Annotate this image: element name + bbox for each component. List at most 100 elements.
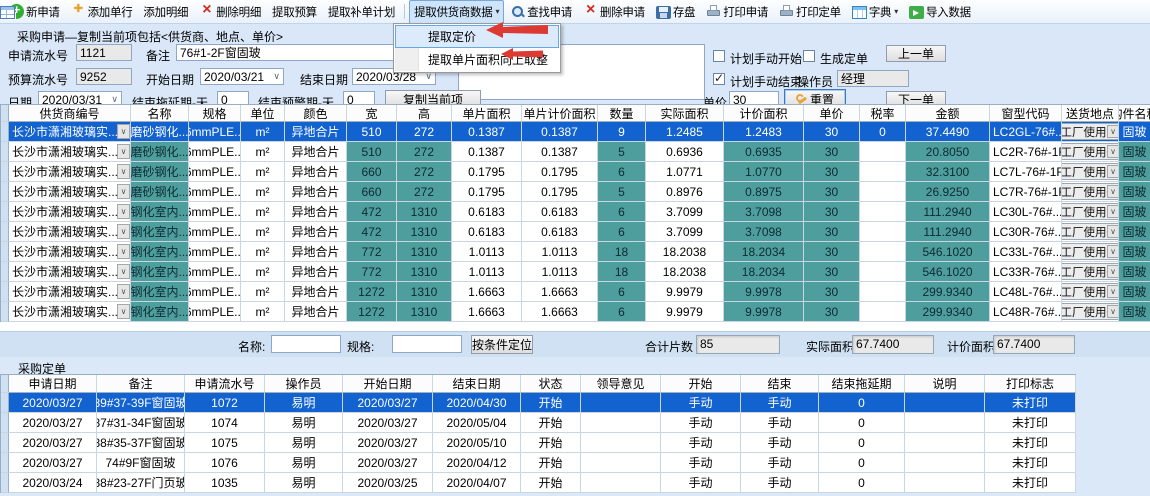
table-cell[interactable]: 0 xyxy=(819,393,905,413)
column-header[interactable]: 金额 xyxy=(906,105,990,122)
table-cell[interactable]: 手动 xyxy=(741,453,819,473)
table-cell[interactable]: LC30R-76#... xyxy=(990,222,1062,242)
table-cell[interactable]: 长沙市潇湘玻璃实... ∨ xyxy=(9,282,131,302)
table-cell[interactable]: 易明 xyxy=(265,473,343,493)
table-cell[interactable]: 长沙市潇湘玻璃实... ∨ xyxy=(9,262,131,282)
table-cell[interactable]: 异地合片 xyxy=(285,282,347,302)
table-cell[interactable]: 1310 xyxy=(397,222,452,242)
table-cell[interactable]: 钢化室内... xyxy=(131,202,189,222)
column-header[interactable]: 开始 xyxy=(661,375,741,393)
column-header[interactable]: 备注 xyxy=(97,375,185,393)
table-cell[interactable]: 钢化室内... xyxy=(131,282,189,302)
table-cell[interactable]: 长沙市潇湘玻璃实... ∨ xyxy=(9,222,131,242)
table-cell[interactable]: m² xyxy=(241,182,285,202)
table-cell[interactable]: 6mmPLE... xyxy=(189,302,241,322)
row-selector[interactable] xyxy=(1,302,9,322)
table-cell[interactable]: 1075 xyxy=(185,433,265,453)
row-selector[interactable] xyxy=(1,473,9,493)
table-row[interactable]: 2020/03/27 87#31-34F窗固玻 1074 易明 2020/03/27 20… xyxy=(1,413,1076,433)
table-cell[interactable] xyxy=(581,433,661,453)
table-cell[interactable]: 2020/03/25 xyxy=(343,473,433,493)
table-cell[interactable] xyxy=(581,413,661,433)
name-filter-input[interactable] xyxy=(271,335,341,353)
table-cell[interactable] xyxy=(860,222,906,242)
table-cell[interactable]: 2020/03/27 xyxy=(9,433,97,453)
table-cell[interactable]: 18.2034 xyxy=(724,242,804,262)
column-header[interactable]: 说明 xyxy=(905,375,985,393)
table-cell[interactable]: 74#9F窗固玻 xyxy=(97,453,185,473)
table-cell[interactable]: 20.8050 xyxy=(906,142,990,162)
table-cell[interactable]: 开始 xyxy=(521,393,581,413)
table-cell[interactable]: LC30L-76#... xyxy=(990,202,1062,222)
table-row[interactable]: 2020/03/24 88#23-27F门页玻 1035 易明 2020/03/25 20… xyxy=(1,473,1076,493)
column-header[interactable]: 名称 xyxy=(131,105,189,122)
table-cell[interactable]: 工厂使用 ∨ xyxy=(1062,142,1119,162)
table-cell[interactable]: 手动 xyxy=(661,473,741,493)
table-cell[interactable] xyxy=(860,202,906,222)
table-cell[interactable]: 0.1795 xyxy=(452,162,522,182)
table-cell[interactable]: 手动 xyxy=(741,393,819,413)
row-selector[interactable] xyxy=(1,262,9,282)
table-row[interactable]: 长沙市潇湘玻璃实...∨磨砂钢化...6mmPLE...m²异地合片660272… xyxy=(1,182,1150,202)
column-header[interactable]: 结束 xyxy=(741,375,819,393)
row-selector[interactable] xyxy=(1,162,9,182)
column-header[interactable]: 领导意见 xyxy=(581,375,661,393)
table-cell[interactable]: 111.2940 xyxy=(906,202,990,222)
table-cell[interactable]: 1035 xyxy=(185,473,265,493)
toolbar-button-print-order[interactable]: 打印定单 xyxy=(774,0,846,24)
delivery-combobox[interactable]: 工厂使用 ∨ xyxy=(1062,163,1118,180)
table-cell[interactable]: 1.0770 xyxy=(724,162,804,182)
table-cell[interactable]: 异地合片 xyxy=(285,202,347,222)
table-cell[interactable]: 工厂使用 ∨ xyxy=(1062,182,1119,202)
column-header[interactable]: 状态 xyxy=(521,375,581,393)
table-cell[interactable] xyxy=(905,473,985,493)
table-cell[interactable]: 9.9979 xyxy=(646,302,724,322)
table-cell[interactable]: 易明 xyxy=(265,413,343,433)
table-cell[interactable]: 30 xyxy=(804,182,860,202)
table-cell[interactable] xyxy=(905,393,985,413)
table-cell[interactable]: 易明 xyxy=(265,433,343,453)
toolbar-button-delete-request[interactable]: 删除申请 xyxy=(578,0,650,24)
table-cell[interactable]: 钢化室内... xyxy=(131,302,189,322)
table-cell[interactable]: 钢化室内... xyxy=(131,242,189,262)
table-cell[interactable]: 272 xyxy=(397,122,452,142)
column-header[interactable]: 数量 xyxy=(598,105,646,122)
table-cell[interactable]: m² xyxy=(241,302,285,322)
row-selector[interactable] xyxy=(1,453,9,473)
table-cell[interactable]: 30 xyxy=(804,242,860,262)
table-cell[interactable]: m² xyxy=(241,162,285,182)
table-cell[interactable]: 6mmPLE... xyxy=(189,182,241,202)
toolbar-button-print-request[interactable]: 打印申请 xyxy=(701,0,773,24)
table-cell[interactable]: 0.1387 xyxy=(452,142,522,162)
row-selector[interactable] xyxy=(1,122,9,142)
table-cell[interactable]: 钢化室内... xyxy=(131,262,189,282)
table-cell[interactable]: LC33L-76#... xyxy=(990,242,1062,262)
table-cell[interactable]: 88#23-27F门页玻 xyxy=(97,473,185,493)
supplier-combobox-arrow[interactable]: ∨ xyxy=(117,184,130,199)
toolbar-button-save[interactable]: 存盘 xyxy=(651,0,700,24)
table-cell[interactable]: m² xyxy=(241,142,285,162)
table-cell[interactable]: 0.6935 xyxy=(724,142,804,162)
table-cell[interactable]: 固玻 xyxy=(1119,202,1150,222)
table-cell[interactable]: 0.1387 xyxy=(452,122,522,142)
table-cell[interactable]: 6mmPLE... xyxy=(189,242,241,262)
table-cell[interactable]: 30 xyxy=(804,302,860,322)
table-cell[interactable]: LC2R-76#-1F xyxy=(990,142,1062,162)
supplier-combobox-arrow[interactable]: ∨ xyxy=(117,224,130,239)
table-cell[interactable]: 长沙市潇湘玻璃实... ∨ xyxy=(9,182,131,202)
delivery-combobox[interactable]: 工厂使用 ∨ xyxy=(1062,243,1118,260)
table-cell[interactable]: 2020/04/07 xyxy=(433,473,521,493)
table-cell[interactable]: 510 xyxy=(347,142,397,162)
table-cell[interactable] xyxy=(860,142,906,162)
row-selector[interactable] xyxy=(1,433,9,453)
table-cell[interactable]: 9.9978 xyxy=(724,302,804,322)
table-cell[interactable]: 长沙市潇湘玻璃实... ∨ xyxy=(9,122,131,142)
table-cell[interactable]: 长沙市潇湘玻璃实... ∨ xyxy=(9,162,131,182)
table-cell[interactable]: 32.3100 xyxy=(906,162,990,182)
table-cell[interactable]: 9 xyxy=(598,122,646,142)
table-cell[interactable]: 1310 xyxy=(397,262,452,282)
table-cell[interactable]: 30 xyxy=(804,222,860,242)
table-cell[interactable] xyxy=(860,242,906,262)
table-row[interactable]: 长沙市潇湘玻璃实...∨磨砂钢化...6mmPLE...m²异地合片510272… xyxy=(1,122,1150,142)
table-cell[interactable] xyxy=(581,453,661,473)
